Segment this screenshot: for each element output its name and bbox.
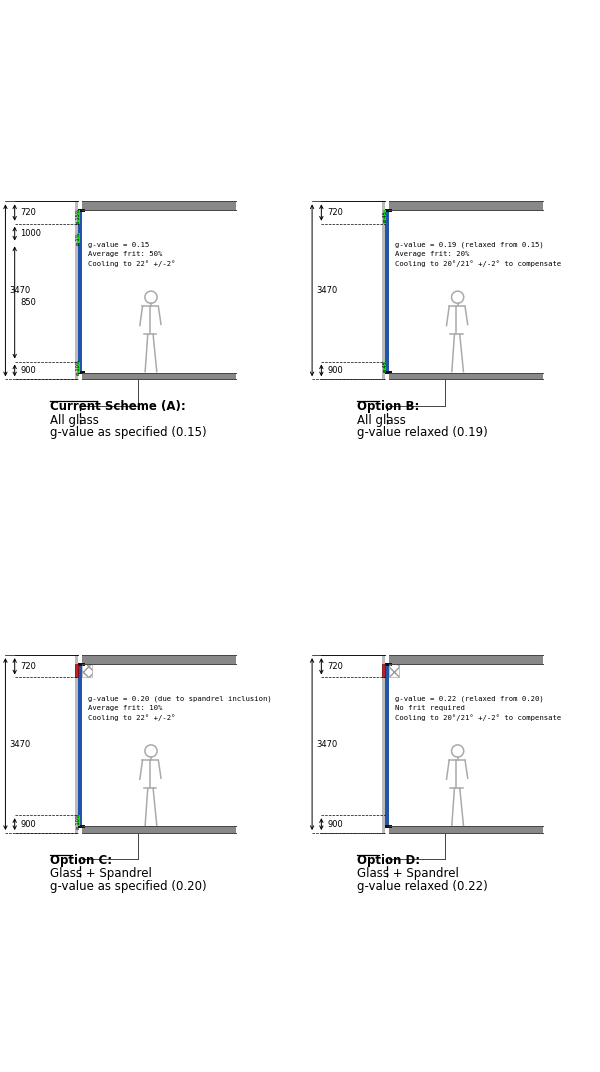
Text: Glass + Spandrel: Glass + Spandrel (357, 867, 459, 880)
Text: 900: 900 (327, 820, 343, 829)
Text: ø 45: ø 45 (382, 211, 388, 222)
Text: 720: 720 (20, 208, 37, 217)
Text: ø 45: ø 45 (382, 361, 388, 372)
Text: g-value relaxed (0.19): g-value relaxed (0.19) (357, 426, 488, 440)
Bar (385, 664, 389, 827)
Text: All glass: All glass (50, 414, 99, 427)
Bar (82, 827, 236, 833)
Text: g-value = 0.22 (relaxed from 0.20)
No frit required
Cooling to 20°/21° +/-2° to : g-value = 0.22 (relaxed from 0.20) No fr… (395, 696, 561, 721)
Bar (383, 210, 386, 224)
Text: 3470: 3470 (316, 286, 337, 295)
Bar (384, 371, 392, 374)
Text: g-value = 0.20 (due to spandrel inclusion)
Average frit: 10%
Cooling to 22° +/-2: g-value = 0.20 (due to spandrel inclusio… (88, 696, 272, 721)
Text: g-value as specified (0.20): g-value as specified (0.20) (50, 880, 207, 893)
Bar (75, 655, 78, 833)
Text: 900: 900 (20, 366, 36, 375)
Text: 3470: 3470 (10, 286, 31, 295)
Text: Option B:: Option B: (357, 401, 419, 414)
Bar (77, 816, 80, 827)
Bar (77, 371, 85, 374)
Text: g-value relaxed (0.22): g-value relaxed (0.22) (357, 880, 488, 893)
Text: 850: 850 (20, 298, 37, 307)
Text: 720: 720 (327, 661, 343, 671)
Bar (382, 655, 385, 833)
Bar (78, 210, 82, 373)
Bar (75, 202, 78, 379)
Bar (82, 373, 236, 379)
Text: ø 10%: ø 10% (76, 814, 80, 829)
Text: ø 1%: ø 1% (76, 233, 80, 244)
Bar (382, 202, 385, 379)
Text: Current Scheme (A):: Current Scheme (A): (50, 401, 186, 414)
Bar (384, 209, 392, 212)
Bar (389, 373, 542, 379)
Bar (389, 655, 542, 664)
Text: Option C:: Option C: (50, 854, 113, 867)
Bar (78, 664, 82, 827)
Text: g-value as specified (0.15): g-value as specified (0.15) (50, 426, 207, 440)
Text: 3470: 3470 (10, 740, 31, 748)
Text: 900: 900 (20, 820, 36, 829)
Bar (385, 210, 389, 373)
Bar (82, 664, 92, 678)
Text: All glass: All glass (357, 414, 406, 427)
Bar (77, 234, 80, 243)
Text: g-value = 0.19 (relaxed from 0.15)
Average frit: 20%
Cooling to 20°/21° +/-2° to: g-value = 0.19 (relaxed from 0.15) Avera… (395, 241, 561, 267)
Text: 720: 720 (20, 661, 37, 671)
Text: Glass + Spandrel: Glass + Spandrel (50, 867, 152, 880)
Bar (383, 361, 386, 373)
Text: ø 10%: ø 10% (76, 359, 80, 375)
Bar (77, 361, 80, 373)
Text: g-value = 0.15
Average frit: 50%
Cooling to 22° +/-2°: g-value = 0.15 Average frit: 50% Cooling… (88, 241, 176, 267)
Text: Option D:: Option D: (357, 854, 420, 867)
Text: 720: 720 (327, 208, 343, 217)
Bar (384, 662, 392, 666)
Bar (389, 664, 399, 678)
Text: 1000: 1000 (20, 229, 41, 238)
Text: 900: 900 (327, 366, 343, 375)
Bar (75, 664, 78, 678)
Bar (77, 824, 85, 828)
Bar (389, 827, 542, 833)
Text: 3470: 3470 (316, 740, 337, 748)
Bar (82, 202, 236, 210)
Bar (389, 202, 542, 210)
Bar (382, 664, 385, 678)
Bar (77, 209, 85, 212)
Bar (77, 662, 85, 666)
Bar (384, 824, 392, 828)
Bar (82, 655, 236, 664)
Text: ø 15%: ø 15% (76, 209, 80, 224)
Bar (77, 210, 80, 224)
